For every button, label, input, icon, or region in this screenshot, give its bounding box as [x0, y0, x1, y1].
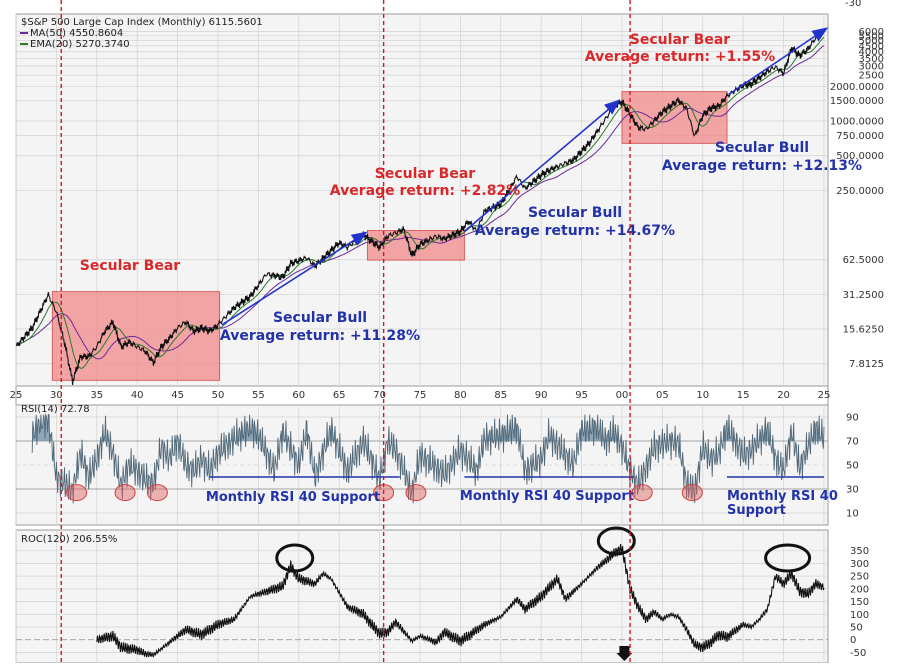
x-tick-label: 55 — [252, 390, 265, 401]
trend-arrow — [728, 27, 829, 96]
roc-y-tick-label: 200 — [850, 584, 869, 595]
price-y-tick-label: 1500.0000 — [830, 96, 884, 107]
rsi-oversold-circle — [114, 484, 136, 502]
x-tick-label: 20 — [777, 390, 790, 401]
sell-signal-arrow — [616, 646, 633, 661]
x-tick-label: 25 — [818, 390, 831, 401]
annotation-bull-label: Secular Bull — [715, 140, 809, 156]
x-tick-label: 60 — [292, 390, 305, 401]
annotation-bull-return: Average return: +11.28% — [220, 328, 420, 344]
x-tick-label: 00 — [616, 390, 629, 401]
annotation-bear-label: Secular Bear — [80, 258, 180, 274]
x-tick-label: 45 — [171, 390, 184, 401]
annotation-bull-return: Average return: +14.67% — [475, 223, 675, 239]
price-y-tick-label: 5500 — [859, 31, 884, 42]
annotation-bear-label: Secular Bear — [375, 166, 475, 182]
roc-line — [96, 543, 825, 658]
rsi-y-tick-label: 50 — [846, 461, 859, 472]
price-line — [15, 28, 825, 385]
x-tick-label: 50 — [212, 390, 225, 401]
x-tick-label: 05 — [656, 390, 669, 401]
trend-arrow — [221, 231, 368, 326]
rsi-support-label: Monthly RSI 40 — [727, 489, 838, 504]
roc-y-tick-label: 300 — [850, 559, 869, 570]
rsi-support-label: Support — [727, 503, 786, 518]
price-legend-title: $S&P 500 Large Cap Index (Monthly) 6115.… — [21, 17, 263, 28]
rsi-support-label: Monthly RSI 40 Support — [206, 490, 380, 505]
price-y-tick-label: 750.0000 — [836, 131, 884, 142]
roc-y-tick-label: 50 — [850, 623, 863, 634]
x-tick-label: 65 — [333, 390, 346, 401]
price-y-tick-label: 3500 — [859, 54, 884, 65]
price-y-tick-label: 3000 — [859, 62, 884, 73]
annotation-bull-label: Secular Bull — [528, 205, 622, 221]
rsi-oversold-circle — [146, 484, 168, 502]
price-y-tick-label: 5000 — [859, 36, 884, 47]
x-tick-label: 10 — [696, 390, 709, 401]
x-tick-label: 95 — [575, 390, 588, 401]
price-y-tick-label: 31.2500 — [843, 290, 884, 301]
ma50-line — [15, 45, 825, 360]
rsi-oversold-circle — [66, 484, 88, 502]
annotation-bear-label: Secular Bear — [630, 32, 730, 48]
x-tick-label: 25 — [10, 390, 23, 401]
x-tick-label: 15 — [737, 390, 750, 401]
price-y-tick-label: 7.8125 — [849, 359, 884, 370]
price-y-tick-label: 4500 — [859, 41, 884, 52]
x-tick-label: 40 — [131, 390, 144, 401]
annotation-bull-label: Secular Bull — [273, 310, 367, 326]
roc-peak-oval — [596, 526, 636, 556]
rsi-support-label: Monthly RSI 40 Support — [460, 489, 634, 504]
ema20-legend-label: EMA(20) 5270.3740 — [30, 39, 130, 50]
rsi-oversold-circle — [631, 484, 653, 502]
roc-y-tick-label: 100 — [850, 610, 869, 621]
x-tick-label: 80 — [454, 390, 467, 401]
price-top-label: -30 — [845, 0, 861, 9]
x-tick-label: 85 — [494, 390, 507, 401]
roc-y-tick-label: 250 — [850, 572, 869, 583]
ma50-legend-label: MA(50) 4550.8604 — [30, 28, 123, 39]
price-y-tick-label: 250.0000 — [836, 186, 884, 197]
annotation-bull-return: Average return: +12.13% — [662, 158, 862, 174]
roc-y-tick-label: 0 — [850, 635, 856, 646]
annotation-bear-return: Average return: +2.82% — [330, 183, 520, 199]
rsi-line — [31, 412, 825, 504]
roc-y-tick-label: -50 — [850, 648, 866, 659]
price-y-tick-label: 2500 — [859, 71, 884, 82]
annotation-bear-return: Average return: +1.55% — [585, 49, 775, 65]
price-y-tick-label: 2000.0000 — [830, 82, 884, 93]
roc-peak-oval — [764, 543, 812, 573]
roc-y-tick-label: 150 — [850, 597, 869, 608]
x-tick-label: 75 — [414, 390, 427, 401]
bear-market-box — [51, 291, 221, 381]
trend-arrow — [463, 99, 621, 233]
roc-peak-oval — [275, 543, 315, 573]
price-y-tick-label: 62.5000 — [843, 255, 884, 266]
x-tick-label: 30 — [50, 390, 63, 401]
rsi-y-tick-label: 90 — [846, 413, 859, 424]
price-y-tick-label: 500.0000 — [836, 151, 884, 162]
price-y-tick-label: 15.6250 — [843, 325, 884, 336]
x-tick-label: 70 — [373, 390, 386, 401]
ema20-line — [15, 36, 825, 369]
x-tick-label: 35 — [90, 390, 103, 401]
price-y-tick-label: 1000.0000 — [830, 117, 884, 128]
price-y-tick-label: 4000 — [859, 47, 884, 58]
x-axis-band — [15, 385, 829, 406]
x-tick-label: 90 — [535, 390, 548, 401]
rsi-oversold-circle — [681, 484, 703, 502]
rsi-y-tick-label: 70 — [846, 437, 859, 448]
roc-y-tick-label: 350 — [850, 546, 869, 557]
rsi-oversold-circle — [405, 484, 427, 502]
price-y-tick-label: 6000 — [859, 27, 884, 38]
rsi-y-tick-label: 30 — [846, 485, 859, 496]
roc-legend-label: ROC(120) 206.55% — [21, 534, 117, 545]
rsi-y-tick-label: 10 — [846, 509, 859, 520]
rsi-legend-label: RSI(14) 72.78 — [21, 404, 90, 415]
